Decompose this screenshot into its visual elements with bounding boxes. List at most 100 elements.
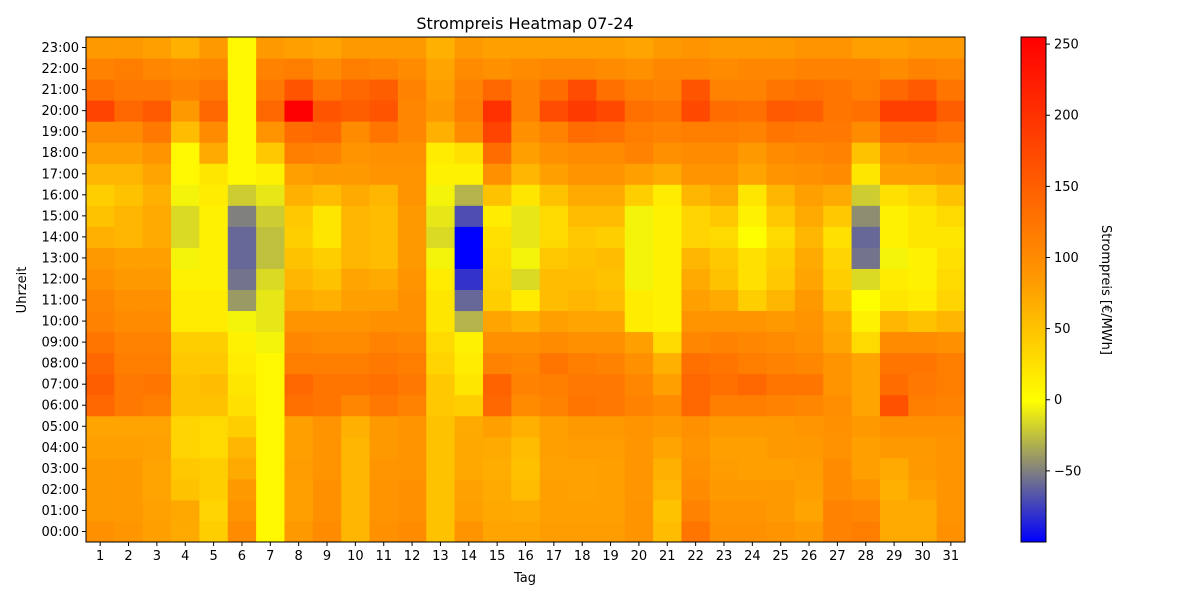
- heatmap-cell: [86, 58, 115, 80]
- heatmap-cell: [936, 205, 966, 227]
- heatmap-cell: [681, 142, 711, 164]
- heatmap-cell: [454, 100, 484, 122]
- heatmap-cell: [596, 163, 626, 185]
- y-tick-label: 07:00: [42, 378, 79, 393]
- heatmap-cell: [879, 121, 909, 143]
- heatmap-cell: [738, 289, 768, 312]
- heatmap-cell: [86, 79, 115, 101]
- heatmap-cell: [284, 37, 314, 59]
- heatmap-cell: [879, 415, 909, 438]
- heatmap-cell: [879, 331, 909, 354]
- heatmap-cell: [539, 457, 569, 480]
- heatmap-cell: [936, 268, 966, 290]
- heatmap-cell: [851, 499, 881, 522]
- heatmap-cell: [454, 79, 484, 101]
- heatmap-cell: [227, 100, 257, 122]
- y-tick-label: 19:00: [42, 125, 79, 140]
- heatmap-cell: [596, 226, 626, 248]
- heatmap-cell: [681, 436, 711, 459]
- heatmap-cell: [766, 352, 796, 375]
- heatmap-cell: [482, 394, 512, 417]
- heatmap-cell: [227, 415, 257, 438]
- heatmap-cell: [794, 100, 824, 122]
- heatmap-cell: [482, 457, 512, 480]
- heatmap-cell: [624, 205, 654, 227]
- heatmap-cell: [681, 499, 711, 522]
- heatmap-cell: [312, 499, 342, 522]
- heatmap-cell: [454, 436, 484, 459]
- heatmap-cell: [199, 268, 229, 290]
- heatmap-cell: [766, 247, 796, 269]
- heatmap-cell: [454, 394, 484, 417]
- y-tick-label: 05:00: [42, 420, 79, 435]
- heatmap-cell: [171, 415, 200, 438]
- heatmap-cell: [653, 205, 682, 227]
- heatmap-cell: [426, 142, 456, 164]
- heatmap-cell: [86, 37, 115, 59]
- heatmap-cell: [256, 226, 285, 248]
- heatmap-cell: [681, 310, 711, 333]
- heatmap-cell: [681, 352, 711, 375]
- heatmap-cell: [568, 352, 597, 375]
- heatmap-cell: [851, 436, 881, 459]
- heatmap-cell: [227, 352, 257, 375]
- heatmap-cell: [568, 499, 597, 522]
- heatmap-cell: [879, 163, 909, 185]
- heatmap-cell: [482, 79, 512, 101]
- heatmap-cell: [284, 373, 314, 396]
- heatmap-cell: [794, 205, 824, 227]
- heatmap-cell: [568, 205, 597, 227]
- x-tick-label: 2: [124, 549, 132, 564]
- heatmap-cell: [171, 226, 200, 248]
- heatmap-cell: [879, 58, 909, 80]
- x-tick-label: 23: [716, 549, 733, 564]
- heatmap-cell: [794, 79, 824, 101]
- heatmap-cell: [256, 436, 285, 459]
- heatmap-cell: [397, 457, 427, 480]
- y-axis-label: Uhrzeit: [15, 267, 30, 314]
- heatmap-cell: [482, 520, 512, 543]
- heatmap-cell: [171, 373, 200, 396]
- colorbar-tick-label: 250: [1054, 38, 1079, 53]
- heatmap-cell: [936, 352, 966, 375]
- heatmap-cell: [199, 478, 229, 501]
- heatmap-cell: [936, 121, 966, 143]
- heatmap-cell: [851, 247, 881, 269]
- heatmap-cell: [369, 247, 399, 269]
- x-tick-label: 26: [801, 549, 818, 564]
- heatmap-cell: [171, 142, 200, 164]
- heatmap-cell: [227, 394, 257, 417]
- heatmap-cell: [171, 310, 200, 333]
- x-axis-label: Tag: [513, 571, 536, 586]
- heatmap-cell: [908, 226, 938, 248]
- heatmap-cell: [397, 163, 427, 185]
- heatmap-cell: [284, 436, 314, 459]
- heatmap-cell: [879, 436, 909, 459]
- heatmap-cell: [171, 121, 200, 143]
- heatmap-cell: [284, 142, 314, 164]
- heatmap-cell: [171, 100, 200, 122]
- heatmap-cell: [681, 226, 711, 248]
- heatmap-cell: [256, 352, 285, 375]
- heatmap-cell: [86, 205, 115, 227]
- colorbar-tick-label: 0: [1054, 393, 1062, 408]
- x-tick-label: 1: [96, 549, 104, 564]
- heatmap-cell: [482, 478, 512, 501]
- heatmap-cell: [823, 226, 853, 248]
- heatmap-cell: [142, 184, 172, 206]
- heatmap-cell: [454, 184, 484, 206]
- heatmap-cell: [624, 184, 654, 206]
- heatmap-cell: [227, 205, 257, 227]
- heatmap-cell: [823, 79, 853, 101]
- x-tick-label: 16: [517, 549, 534, 564]
- heatmap-cell: [454, 205, 484, 227]
- heatmap-cell: [454, 499, 484, 522]
- heatmap-cell: [879, 37, 909, 59]
- x-tick-label: 11: [375, 549, 392, 564]
- heatmap-cell: [738, 373, 768, 396]
- heatmap-cell: [142, 100, 172, 122]
- y-axis: 00:00 01:00 02:00 03:00 04:00 05:00 06:00 07:00…: [42, 41, 86, 540]
- heatmap-cell: [511, 142, 541, 164]
- heatmap-cell: [199, 184, 229, 206]
